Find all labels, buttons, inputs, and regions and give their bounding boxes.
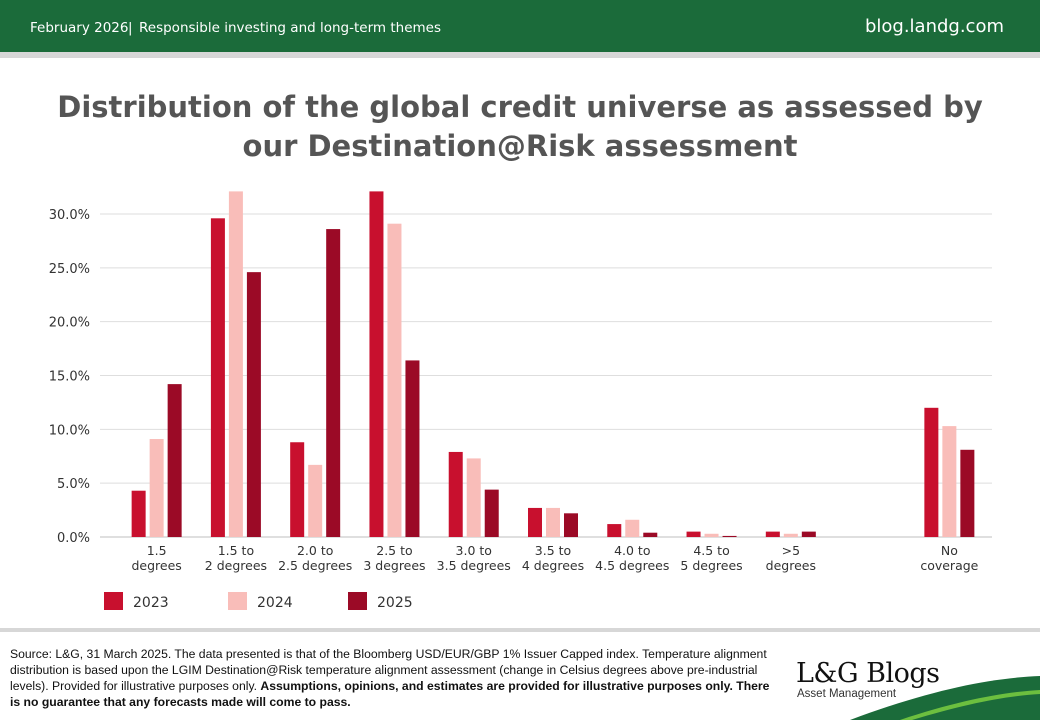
topic-label: Responsible investing and long-term them… xyxy=(139,20,441,36)
y-tick-label: 0.0% xyxy=(57,531,90,546)
chart-title-line-1: Distribution of the global credit univer… xyxy=(57,90,983,124)
x-tick-label: 2.0 to xyxy=(297,543,333,558)
bar-2025 xyxy=(484,489,499,537)
y-tick-label: 30.0% xyxy=(49,208,90,223)
disclaimer-text: Assumptions, opinions, and estimates are… xyxy=(10,679,770,709)
brand-logo: L&G Blogs xyxy=(796,658,940,689)
bar-2023 xyxy=(686,531,701,537)
bar-2025 xyxy=(801,531,816,537)
x-tick-label: 5 degrees xyxy=(680,558,742,573)
x-tick-label: 2.5 degrees xyxy=(278,558,352,573)
legend-label-2025: 2025 xyxy=(377,595,413,611)
header-bar xyxy=(0,0,1040,52)
chart-title-line-2: our Destination@Risk assessment xyxy=(242,129,798,163)
x-tick-label: 3.5 to xyxy=(535,543,571,558)
bar-2024 xyxy=(783,533,798,537)
legend-swatch-2024 xyxy=(228,592,247,610)
bar-2025 xyxy=(960,449,975,537)
y-tick-label: 5.0% xyxy=(57,477,90,492)
x-tick-label: 4.5 degrees xyxy=(595,558,669,573)
chart-title: Distribution of the global credit univer… xyxy=(20,88,1020,166)
bar-2024 xyxy=(625,519,640,537)
site-link[interactable]: blog.landg.com xyxy=(864,16,1004,37)
y-tick-label: 10.0% xyxy=(49,423,90,438)
bar-2024 xyxy=(308,464,323,537)
bar-2025 xyxy=(405,360,420,537)
bar-2024 xyxy=(228,191,243,537)
header-separator: | xyxy=(128,20,133,36)
x-tick-label: 3.0 to xyxy=(456,543,492,558)
y-axis-ticks: 0.0% 5.0% 10.0% 15.0% 20.0% 25.0% 30.0% xyxy=(49,208,90,546)
header-divider xyxy=(0,52,1040,58)
x-tick-label: 3 degrees xyxy=(363,558,425,573)
source-text: Source: L&G, 31 March 2025. The data pre… xyxy=(10,647,767,693)
y-tick-label: 15.0% xyxy=(49,370,90,385)
bar-2023 xyxy=(528,507,542,537)
bar-2023 xyxy=(924,407,939,537)
footer-divider xyxy=(0,628,1040,632)
y-tick-label: 25.0% xyxy=(49,262,90,277)
x-tick-label: 2.5 to xyxy=(376,543,412,558)
bar-2025 xyxy=(167,384,182,537)
bar-2023 xyxy=(290,442,305,537)
bar-2024 xyxy=(704,533,719,537)
x-tick-label: 1.5 to xyxy=(218,543,254,558)
legend-label-2024: 2024 xyxy=(257,595,293,611)
x-tick-label: degrees xyxy=(131,558,181,573)
bar-2025 xyxy=(722,535,737,537)
bar-2025 xyxy=(326,229,341,537)
legend-label-2023: 2023 xyxy=(133,595,169,611)
legend: 2023 2024 2025 xyxy=(104,592,413,611)
x-tick-label: 4.5 to xyxy=(693,543,729,558)
bar-series xyxy=(131,191,975,537)
legend-swatch-2025 xyxy=(348,592,367,610)
bar-2024 xyxy=(942,426,957,537)
brand-subtitle: Asset Management xyxy=(797,688,897,700)
source-footnote: Source: L&G, 31 March 2025. The data pre… xyxy=(10,646,770,710)
bar-2023 xyxy=(369,191,384,537)
x-tick-label: 4 degrees xyxy=(522,558,584,573)
x-tick-label: >5 xyxy=(782,543,800,558)
bar-2024 xyxy=(387,223,402,537)
x-tick-label: 3.5 degrees xyxy=(437,558,511,573)
bar-2024 xyxy=(546,507,560,537)
bar-2025 xyxy=(643,532,658,537)
x-tick-label: coverage xyxy=(920,558,978,573)
bar-2023 xyxy=(607,524,622,537)
bar-2024 xyxy=(149,439,164,537)
bar-2023 xyxy=(210,218,225,537)
x-tick-label: 4.0 to xyxy=(614,543,650,558)
x-tick-label: degrees xyxy=(766,558,816,573)
x-tick-label: 2 degrees xyxy=(205,558,267,573)
x-tick-label: No xyxy=(941,543,958,558)
bar-2023 xyxy=(131,490,146,537)
publication-date: February 2026 xyxy=(30,20,129,36)
legend-swatch-2023 xyxy=(104,592,123,610)
x-tick-label: 1.5 xyxy=(147,543,167,558)
bar-2025 xyxy=(246,272,261,537)
bar-2023 xyxy=(448,451,463,537)
bar-2023 xyxy=(765,531,780,537)
bar-2025 xyxy=(564,513,578,537)
y-tick-label: 20.0% xyxy=(49,316,90,331)
bar-2024 xyxy=(466,458,481,537)
